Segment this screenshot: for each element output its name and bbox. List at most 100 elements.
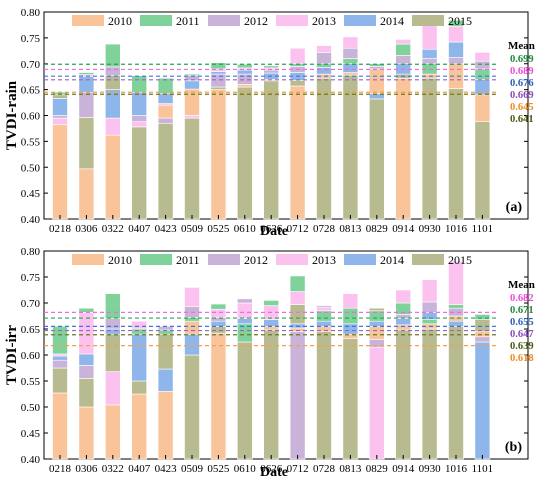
x-tick-label: 0525 <box>207 463 230 475</box>
bar-segment-2011 <box>448 19 464 27</box>
bar-segment-2014 <box>474 341 491 460</box>
mean-value-2012: 0.669 <box>510 90 534 101</box>
bar-segment-2014 <box>316 320 332 327</box>
bar-segment-2010 <box>289 85 306 220</box>
bar-segment-2015 <box>289 304 306 325</box>
bar-segment-2015 <box>210 326 227 334</box>
bar-segment-2013 <box>448 261 464 305</box>
bar-segment-2015 <box>289 80 306 87</box>
legend-label-2015: 2015 <box>448 14 472 28</box>
x-tick-label: 1016 <box>445 223 468 235</box>
mean-value-2015: 0.641 <box>510 114 534 125</box>
bar-segment-2015 <box>448 88 464 220</box>
bar-segment-2011 <box>263 300 280 306</box>
y-tick-label: 0.55 <box>21 376 41 388</box>
bar-segment-2014 <box>78 76 95 93</box>
bar-segment-2013 <box>474 52 491 62</box>
bar-segment-2015 <box>368 98 385 220</box>
bar-segment-2010 <box>210 332 227 460</box>
bar-segment-2015 <box>316 331 332 460</box>
bar-segment-2015 <box>105 75 121 90</box>
bar-segment-2012 <box>237 298 253 304</box>
bar-segment-2010 <box>368 68 385 95</box>
bar-segment-2014 <box>210 320 227 327</box>
bar-segment-2010 <box>395 324 412 331</box>
legend-swatch-2015 <box>412 15 444 26</box>
bar-segment-2013 <box>184 287 200 307</box>
y-tick-label: 0.65 <box>21 85 41 97</box>
bar-segment-2014 <box>237 318 253 325</box>
y-tick-label: 0.40 <box>21 454 41 466</box>
bar-segment-2011 <box>395 43 412 56</box>
bar-segment-2011 <box>448 304 464 309</box>
x-tick-label: 0930 <box>419 463 442 475</box>
bar-segment-2012 <box>105 66 121 76</box>
bar-segment-2014 <box>342 63 359 73</box>
y-tick-label: 0.55 <box>21 136 41 148</box>
bar-segment-2014 <box>263 319 280 327</box>
bar-segment-2015 <box>237 86 253 220</box>
legend-swatch-2011 <box>140 15 172 26</box>
bar-segment-2015 <box>157 122 174 220</box>
legend-swatch-2014 <box>344 254 376 265</box>
bar-segment-2014 <box>210 71 227 75</box>
bar-segment-2010 <box>368 326 385 340</box>
legend-swatch-2012 <box>208 15 240 26</box>
bar-segment-2014 <box>448 41 464 58</box>
bar-segment-2015 <box>237 341 253 460</box>
mean-value-2011: 0.699 <box>510 54 534 65</box>
bar-segment-2010 <box>395 77 412 220</box>
legend-swatch-2013 <box>276 254 308 265</box>
y-tick-label: 0.40 <box>21 214 41 226</box>
bar-segment-2011 <box>289 275 306 292</box>
y-tick-label: 0.50 <box>21 162 41 174</box>
x-tick-label: 0829 <box>366 223 389 235</box>
bar-segment-2012 <box>448 57 464 65</box>
bar-segment-2010 <box>52 392 68 460</box>
bar-segment-2012 <box>316 52 332 65</box>
legend-label-2014: 2014 <box>380 253 404 267</box>
x-tick-label: 0813 <box>339 223 362 235</box>
bar-segment-2011 <box>421 319 438 325</box>
bar-segment-2012 <box>78 365 95 379</box>
mean-value-2012: 0.647 <box>510 329 534 340</box>
legend-label-2012: 2012 <box>244 253 268 267</box>
bar-segment-2012 <box>105 318 121 330</box>
bar-segment-2014 <box>316 67 332 75</box>
bar-segment-2012 <box>368 66 385 70</box>
x-tick-label: 0218 <box>49 463 72 475</box>
bar-segment-2011 <box>131 75 147 93</box>
bar-segment-2014 <box>184 80 200 90</box>
bar-segment-2013 <box>237 302 253 319</box>
x-tick-label: 0728 <box>313 223 336 235</box>
y-tick-label: 0.75 <box>21 33 41 45</box>
panel-a-chart: 0.40 0.45 0.50 0.55 0.60 0.65 0.70 0.75 0.80 0218… <box>4 7 535 239</box>
x-tick-label: 0423 <box>155 223 178 235</box>
bar-segment-2014 <box>395 318 412 326</box>
bar-segment-2011 <box>342 58 359 65</box>
mean-value-2014: 0.655 <box>510 317 534 328</box>
x-tick-label: 0914 <box>392 463 415 475</box>
bar-segment-2010 <box>105 404 121 460</box>
bar-segment-2014 <box>157 368 174 392</box>
bar-segment-2011 <box>78 307 95 313</box>
bar-segment-2011 <box>263 65 280 69</box>
x-tick-label: 0829 <box>366 463 389 475</box>
y-tick-label: 0.60 <box>21 111 41 123</box>
legend-label-2011: 2011 <box>176 14 200 28</box>
bar-segment-2013 <box>421 279 438 303</box>
x-tick-label: 0712 <box>287 223 309 235</box>
bar-segment-2014 <box>105 328 121 335</box>
bar-segment-2011 <box>184 73 200 76</box>
x-tick-label: 0626 <box>260 223 283 235</box>
bar-segment-2010 <box>184 88 200 116</box>
legend-label-2010: 2010 <box>108 14 132 28</box>
bar-segment-2015 <box>52 94 68 99</box>
bar-segment-2014 <box>342 323 359 335</box>
bar-segment-2012 <box>52 115 68 119</box>
bar-segment-2015 <box>474 121 491 220</box>
bar-segment-2015 <box>210 86 227 90</box>
bar-segment-2012 <box>52 359 68 369</box>
y-axis-title: TVDI-rain <box>4 80 20 150</box>
legend-label-2015: 2015 <box>448 253 472 267</box>
